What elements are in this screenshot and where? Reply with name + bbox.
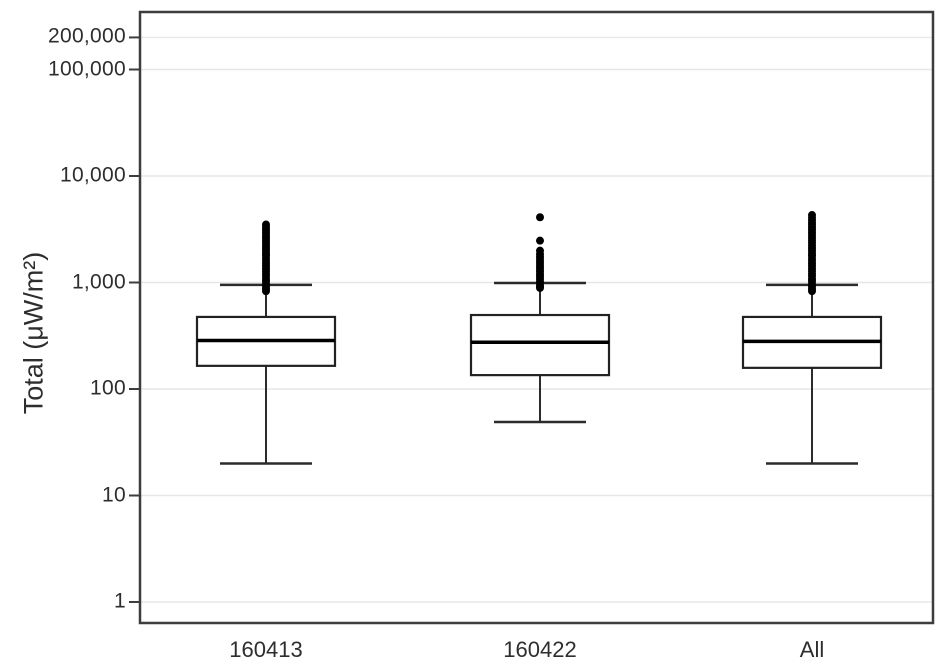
- x-category-label-160422: 160422: [503, 637, 577, 662]
- x-category-label-all: All: [799, 637, 825, 662]
- y-tick-label-1: 1: [114, 589, 126, 613]
- x-category-label-160413: 160413: [229, 637, 303, 662]
- y-tick-label-200000: 200,000: [47, 24, 126, 48]
- y-tick-label-100000: 100,000: [47, 57, 126, 81]
- y-axis-title: Total (μW/m²): [18, 251, 49, 415]
- y-tick-label-10: 10: [102, 483, 126, 507]
- y-tick-label-100: 100: [90, 376, 126, 400]
- y-tick-label-1000: 1,000: [71, 270, 126, 294]
- y-tick-label-10000: 10,000: [59, 163, 126, 187]
